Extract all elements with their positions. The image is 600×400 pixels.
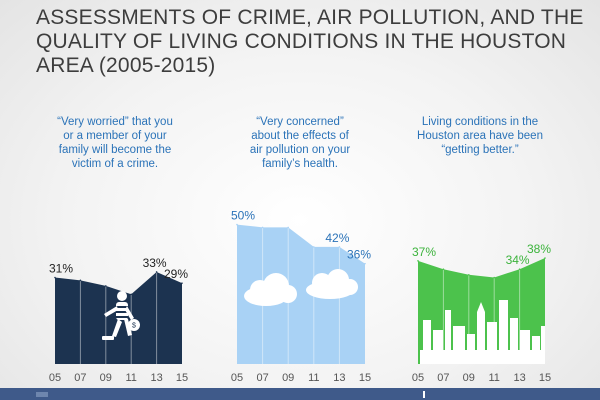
data-point [544, 257, 546, 259]
svg-text:$: $ [132, 323, 136, 330]
x-tick-label: 15 [539, 372, 551, 384]
x-tick-label: 11 [488, 372, 499, 384]
footer-logo [36, 392, 48, 397]
x-tick-label: 11 [125, 372, 136, 384]
caption-line: Living conditions in the [421, 116, 539, 128]
x-tick-label: 07 [437, 372, 449, 384]
x-tick-label: 15 [359, 372, 371, 384]
data-label: 31% [49, 262, 73, 276]
x-tick-label: 07 [74, 372, 86, 384]
crime-caption: “Very worried” that you or a member of y… [35, 115, 195, 171]
x-tick-label: 13 [513, 372, 525, 384]
caption-line: victim of a crime. [71, 158, 159, 170]
data-point [54, 276, 56, 279]
footer-bar [0, 388, 600, 400]
data-point [79, 279, 82, 282]
caption-line: air pollution on your [249, 144, 351, 156]
caption-line: family will become the [58, 144, 172, 156]
data-point [287, 226, 290, 229]
burglar-icon: $ [102, 291, 140, 340]
data-point [338, 246, 341, 248]
data-label: 37% [412, 245, 436, 259]
cloud-icon [244, 273, 297, 306]
title-line: QUALITY OF LIVING CONDITIONS IN THE HOUS… [36, 30, 567, 53]
cloud-icon [306, 269, 358, 299]
data-point [130, 293, 132, 296]
caption-line: “getting better.” [441, 144, 519, 156]
chart-title: ASSESSMENTS OF CRIME, AIR POLLUTION, AND… [36, 6, 584, 78]
living-caption: Living conditions in the Houston area ha… [400, 115, 560, 157]
area-series [237, 224, 365, 364]
footer-divider [423, 391, 425, 398]
data-point [155, 271, 158, 273]
data-label: 29% [164, 267, 188, 281]
x-tick-label: 09 [100, 372, 112, 384]
caption-line: or a member of your [63, 130, 167, 142]
title-line: ASSESSMENTS OF CRIME, AIR POLLUTION, AND… [36, 6, 584, 29]
caption-line: about the effects of [251, 130, 349, 142]
x-tick-label: 11 [308, 372, 319, 384]
caption-line: Houston area have been [417, 130, 543, 142]
x-tick-label: 09 [282, 372, 294, 384]
title-line: AREA (2005-2015) [36, 54, 216, 77]
city-skyline-icon [420, 300, 545, 364]
caption-line: family’s health. [262, 158, 338, 170]
data-point [493, 276, 496, 279]
pollution-caption: “Very concerned” about the effects of ai… [220, 115, 380, 171]
data-point [417, 260, 419, 262]
caption-line: “Very concerned” [256, 116, 344, 128]
data-point [442, 268, 445, 270]
x-tick-label: 13 [333, 372, 345, 384]
data-label: 42% [325, 231, 349, 245]
data-label: 33% [143, 256, 167, 270]
data-point [105, 285, 107, 287]
x-tick-label: 05 [49, 372, 61, 384]
data-label: 34% [506, 253, 530, 267]
data-label: 50% [231, 209, 255, 223]
x-tick-label: 07 [256, 372, 268, 384]
caption-line: “Very worried” that you [57, 116, 173, 128]
x-tick-label: 13 [150, 372, 162, 384]
data-point [364, 262, 366, 265]
data-point [313, 246, 315, 248]
x-tick-label: 15 [176, 372, 188, 384]
x-tick-label: 05 [231, 372, 243, 384]
data-label: 36% [347, 248, 371, 262]
x-tick-label: 05 [412, 372, 424, 384]
x-tick-label: 09 [463, 372, 475, 384]
data-point [468, 273, 470, 276]
data-label: 38% [527, 242, 551, 256]
data-point [518, 268, 521, 270]
data-point [236, 223, 238, 226]
data-point [181, 282, 183, 284]
data-point [261, 226, 264, 229]
pollution-chart: 05 07 09 11 13 15 50% 42% 36% [231, 209, 371, 384]
